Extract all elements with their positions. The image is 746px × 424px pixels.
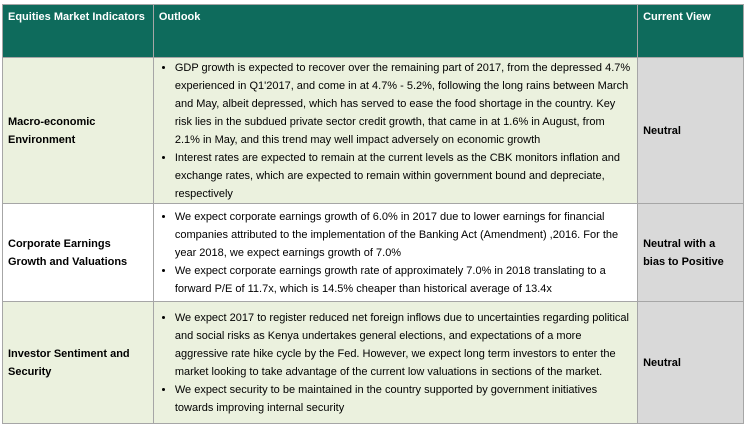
- indicator-cell: Corporate Earnings Growth and Valuations: [2, 203, 154, 302]
- outlook-cell: We expect 2017 to register reduced net f…: [152, 301, 639, 424]
- outlook-bullet: GDP growth is expected to recover over t…: [175, 59, 632, 149]
- header-cell: Current View: [637, 4, 744, 58]
- table-body: Macro-economic EnvironmentGDP growth is …: [2, 57, 744, 424]
- outlook-list: We expect 2017 to register reduced net f…: [159, 309, 632, 417]
- outlook-bullet: We expect security to be maintained in t…: [175, 381, 632, 417]
- table-row: Corporate Earnings Growth and Valuations…: [2, 203, 744, 302]
- indicator-cell: Investor Sentiment and Security: [2, 301, 154, 424]
- indicator-cell: Macro-economic Environment: [2, 57, 154, 204]
- outlook-table: Equities Market Indicators Outlook Curre…: [2, 4, 744, 424]
- outlook-list: GDP growth is expected to recover over t…: [159, 59, 632, 203]
- view-cell: Neutral: [637, 57, 744, 204]
- outlook-bullet: Interest rates are expected to remain at…: [175, 149, 632, 203]
- table-row: Macro-economic EnvironmentGDP growth is …: [2, 57, 744, 204]
- header-cell: Outlook: [152, 4, 639, 58]
- header-cell: Equities Market Indicators: [2, 4, 154, 58]
- outlook-bullet: We expect corporate earnings growth rate…: [175, 262, 632, 298]
- outlook-cell: GDP growth is expected to recover over t…: [152, 57, 639, 204]
- view-cell: Neutral: [637, 301, 744, 424]
- outlook-bullet: We expect corporate earnings growth of 6…: [175, 208, 632, 262]
- view-cell: Neutral with a bias to Positive: [637, 203, 744, 302]
- table-row: Investor Sentiment and Security We expect…: [2, 301, 744, 424]
- header-row: Equities Market Indicators Outlook Curre…: [2, 4, 744, 58]
- outlook-cell: We expect corporate earnings growth of 6…: [152, 203, 639, 302]
- outlook-bullet: We expect 2017 to register reduced net f…: [175, 309, 632, 381]
- outlook-list: We expect corporate earnings growth of 6…: [159, 208, 632, 298]
